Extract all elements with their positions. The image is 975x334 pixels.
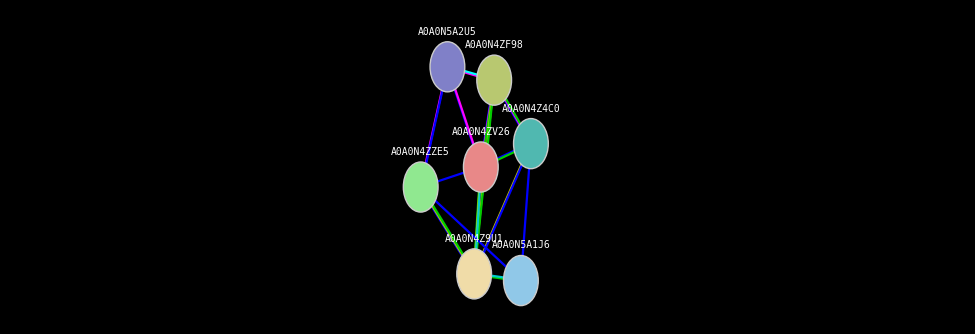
Ellipse shape [430, 42, 465, 92]
Ellipse shape [503, 256, 538, 306]
Text: A0A0N5A1J6: A0A0N5A1J6 [491, 240, 550, 250]
Text: A0A0N5A2U5: A0A0N5A2U5 [418, 27, 477, 37]
Ellipse shape [463, 142, 498, 192]
Ellipse shape [456, 249, 491, 299]
Ellipse shape [477, 55, 512, 105]
Text: A0A0N4Z4C0: A0A0N4Z4C0 [501, 104, 561, 114]
Ellipse shape [404, 162, 438, 212]
Text: A0A0N4ZZE5: A0A0N4ZZE5 [391, 147, 450, 157]
Text: A0A0N4Z9U1: A0A0N4Z9U1 [445, 234, 503, 244]
Text: A0A0N4ZF98: A0A0N4ZF98 [465, 40, 524, 50]
Ellipse shape [514, 119, 548, 169]
Text: A0A0N4ZV26: A0A0N4ZV26 [451, 127, 510, 137]
